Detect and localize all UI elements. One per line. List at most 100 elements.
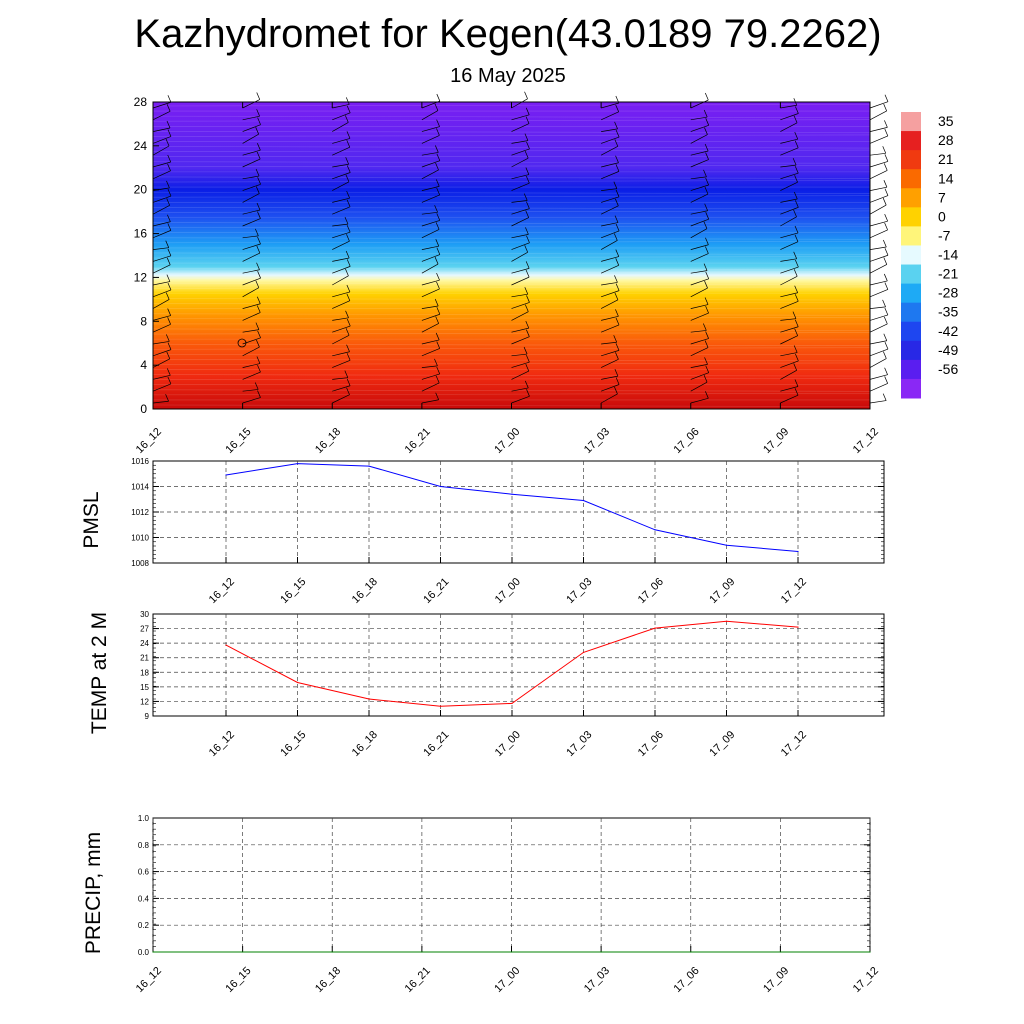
colorbar-swatch (901, 264, 921, 285)
temp-2m-data-point (225, 644, 227, 646)
colorbar-label: -14 (938, 247, 958, 263)
pmsl-data-point (511, 493, 513, 495)
colorbar-label: -42 (938, 323, 958, 339)
y-tick-label: 24 (140, 639, 149, 648)
y-tick-label: 28 (134, 95, 148, 109)
temp-2m-data-point (439, 705, 442, 707)
wind-barb-column (421, 93, 441, 404)
temp-2m-data-point (582, 651, 585, 653)
colorbar-swatch (901, 378, 921, 399)
temp-2m-frame (152, 613, 885, 717)
x-tick-label: 17_06 (636, 576, 666, 606)
wind-barb-column (600, 95, 620, 404)
x-tick-label: 16_12 (134, 426, 164, 456)
y-tick-label: 0 (140, 402, 147, 416)
pmsl-data-point (654, 529, 656, 531)
y-tick-label: 0.0 (138, 948, 150, 957)
y-tick-label: 20 (134, 183, 148, 197)
pmsl-data-point (725, 544, 728, 546)
y-tick-label: 1016 (131, 457, 149, 466)
colorbar-label: 28 (938, 132, 954, 148)
colorbar-swatch (901, 359, 921, 380)
colorbar-label: 7 (938, 189, 946, 205)
colorbar-swatch (901, 321, 921, 342)
colorbar-swatch (901, 226, 921, 246)
y-tick-label: 8 (140, 314, 147, 328)
x-tick-label: 17_09 (761, 965, 791, 995)
colorbar-swatch (901, 302, 921, 323)
colorbar-label: -56 (938, 361, 958, 377)
precip-data-point (242, 951, 244, 953)
pmsl-data-point (582, 499, 585, 502)
y-tick-label: 4 (140, 358, 147, 372)
pmsl-data-point (797, 550, 799, 553)
precip-data-point (421, 951, 423, 953)
wind-barb-column (332, 97, 351, 404)
x-tick-label: 17_12 (851, 965, 881, 995)
x-tick-label: 17_09 (761, 426, 791, 456)
colorbar-swatch (901, 188, 921, 208)
colorbar-swatch (901, 207, 921, 227)
colorbar-swatch (901, 283, 921, 304)
y-tick-label: 1010 (131, 534, 149, 543)
x-tick-label: 16_15 (278, 729, 308, 759)
wind-barb-column (152, 95, 172, 404)
colorbar-swatch (901, 169, 921, 189)
y-tick-label: 18 (140, 668, 149, 677)
colorbar-label: 21 (938, 151, 954, 167)
x-tick-label: 16_12 (134, 965, 164, 995)
precip-data-point (869, 951, 871, 953)
y-tick-label: 15 (140, 683, 149, 692)
colorbar-swatch (901, 131, 921, 151)
colorbar-label: -7 (938, 227, 951, 243)
x-tick-label: 17_03 (582, 965, 612, 995)
colorbar-swatch (901, 340, 921, 361)
y-tick-label: 0.8 (138, 841, 150, 850)
calm-wind-circle (237, 338, 247, 348)
temp-2m-data-point (296, 681, 299, 684)
y-tick-label: 16 (134, 227, 148, 241)
y-tick-label: 0.6 (138, 868, 150, 877)
precip-data-point (690, 951, 692, 953)
wind-barb-column (242, 92, 261, 404)
wind-barb-column (511, 91, 530, 404)
x-tick-label: 16_18 (313, 965, 343, 995)
x-tick-label: 16_21 (403, 426, 433, 456)
colorbar-label: -28 (938, 285, 958, 301)
temp-2m-data-point (725, 620, 728, 622)
colorbar-label: -49 (938, 342, 958, 358)
x-tick-label: 17_03 (564, 729, 594, 759)
wind-barb-column (690, 92, 710, 404)
x-tick-label: 17_09 (707, 576, 737, 606)
pmsl-data-point (225, 474, 227, 476)
heatmap-field (153, 102, 870, 409)
precip-data-point (779, 951, 781, 953)
precip-data-point (510, 951, 513, 953)
y-tick-label: 30 (140, 610, 149, 619)
precip-ylabel: PRECIP, mm (82, 832, 105, 954)
y-tick-label: 0.2 (138, 921, 150, 930)
y-tick-label: 21 (140, 654, 149, 663)
colorbar-swatch (901, 112, 921, 132)
x-tick-label: 16_18 (350, 576, 380, 606)
temp-2m-ylabel: TEMP at 2 M (88, 612, 111, 734)
y-tick-label: 12 (140, 697, 149, 706)
y-tick-label: 27 (140, 625, 149, 634)
colorbar-label: 14 (938, 170, 954, 186)
x-tick-label: 17_00 (493, 576, 523, 606)
x-tick-label: 16_21 (403, 965, 433, 995)
x-tick-label: 16_18 (313, 426, 343, 456)
x-tick-label: 16_12 (207, 576, 237, 606)
chart-title: Kazhydromet for Kegen(43.0189 79.2262) (134, 12, 882, 56)
x-tick-label: 16_18 (350, 729, 380, 759)
colorbar-swatch (901, 150, 921, 170)
colorbar-label: 35 (938, 113, 954, 129)
x-tick-label: 17_12 (779, 729, 809, 759)
x-tick-label: 16_21 (421, 729, 451, 759)
pmsl-data-point (439, 485, 442, 488)
pmsl-data-point (296, 462, 299, 465)
y-tick-label: 24 (134, 139, 148, 153)
x-tick-label: 16_15 (223, 965, 253, 995)
colorbar-label: -35 (938, 304, 958, 320)
